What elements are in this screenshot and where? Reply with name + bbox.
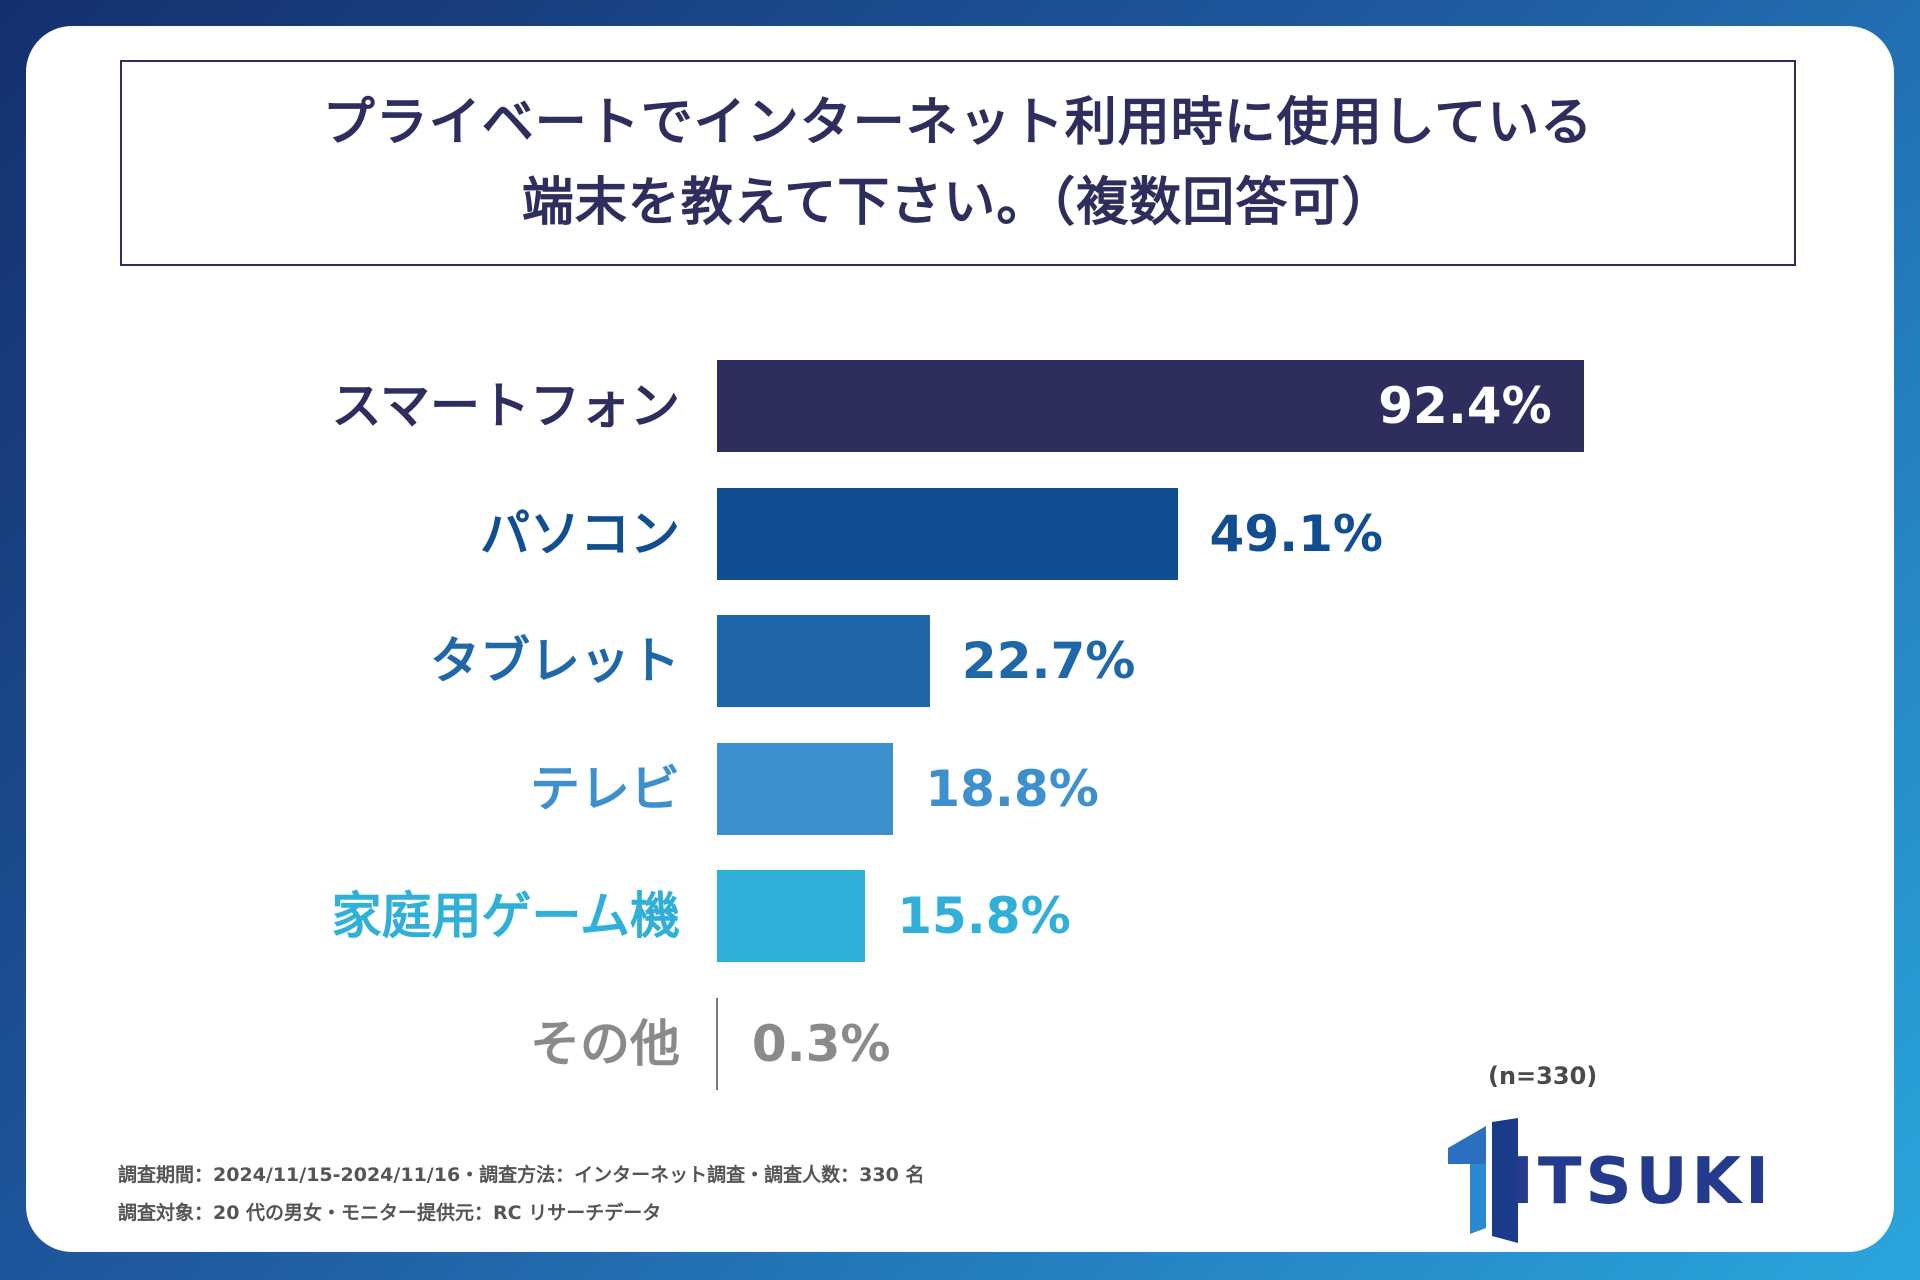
category-label: テレビ	[530, 759, 680, 818]
bar	[717, 487, 1178, 580]
category-label: タブレット	[430, 632, 680, 690]
chart-title-box: プライベートでインターネット利用時に使用している 端末を教えて下さい。（複数回答…	[120, 60, 1796, 266]
value-label: 18.8%	[925, 759, 1099, 818]
sample-size-note: (n=330)	[1488, 1062, 1598, 1090]
bar	[716, 997, 718, 1090]
survey-footnote-target: 調査対象：20 代の男女・モニター提供元：RC リサーチデータ	[118, 1202, 662, 1224]
bar	[717, 742, 894, 835]
category-label: パソコン	[480, 504, 680, 563]
value-label: 15.8%	[897, 887, 1071, 945]
category-label: スマートフォン	[331, 377, 681, 435]
category-label: その他	[530, 1014, 680, 1073]
survey-footnote-period: 調査期間：2024/11/15-2024/11/16・調査方法：インターネット調…	[118, 1164, 925, 1186]
category-label: 家庭用ゲーム機	[331, 887, 681, 945]
value-label: 49.1%	[1209, 504, 1384, 563]
bar	[717, 870, 866, 962]
bar	[717, 360, 1584, 452]
value-label: 92.4%	[1378, 377, 1552, 435]
logo-text: ITSUKI	[1510, 1145, 1773, 1219]
chart-title-line-1: プライベートでインターネット利用時に使用している	[322, 93, 1594, 153]
bar	[717, 615, 930, 707]
chart-title-line-2: 端末を教えて下さい。（複数回答可）	[521, 173, 1395, 233]
content-card	[26, 26, 1894, 1252]
itsuki-logo-icon	[1448, 1118, 1518, 1243]
value-label: 0.3%	[751, 1014, 891, 1073]
value-label: 22.7%	[961, 632, 1136, 690]
